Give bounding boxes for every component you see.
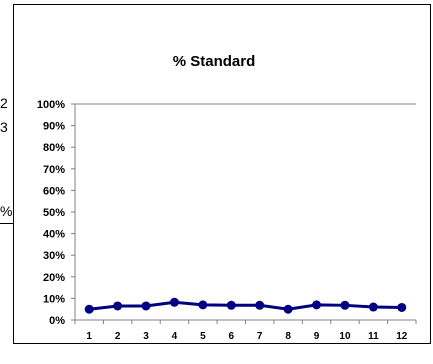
x-tick-label: 12 — [396, 331, 408, 342]
y-tick-label: 70% — [43, 164, 65, 176]
clipped-text-left-2: 3 — [0, 119, 9, 135]
data-point — [169, 297, 179, 307]
clipped-text-left-3: % — [0, 203, 14, 219]
x-tick-labels: 1 2 3 4 5 6 7 8 9 10 11 12 — [86, 331, 407, 342]
data-point — [312, 300, 322, 310]
y-tick-label: 100% — [37, 99, 65, 111]
x-tick-label: 7 — [257, 331, 263, 342]
data-point — [397, 302, 407, 312]
x-tick-label: 10 — [339, 331, 351, 342]
x-tick-label: 6 — [229, 331, 235, 342]
y-tick-labels: 0% 10% 20% 30% 40% 50% 60% 70% 80% 90% 100% — [37, 99, 65, 327]
x-tick-label: 1 — [86, 331, 92, 342]
data-point — [255, 300, 265, 310]
y-tick-label: 30% — [43, 250, 65, 262]
data-point — [283, 304, 293, 314]
x-tick-label: 8 — [285, 331, 291, 342]
data-point — [226, 300, 236, 310]
x-tick-label: 11 — [368, 331, 379, 342]
y-tick-marks — [71, 103, 75, 321]
y-tick-label: 50% — [43, 207, 65, 219]
x-tick-marks — [74, 320, 417, 324]
y-tick-label: 90% — [43, 121, 65, 133]
data-point — [141, 301, 151, 311]
data-point — [113, 301, 123, 311]
chart-title: % Standard — [173, 53, 256, 70]
clipped-text-left-1: 2 — [0, 95, 9, 111]
data-point — [198, 300, 208, 310]
series-group — [84, 297, 407, 314]
x-tick-label: 2 — [115, 331, 121, 342]
x-tick-label: 4 — [172, 331, 178, 342]
x-tick-label: 5 — [200, 331, 206, 342]
series-line — [89, 300, 402, 311]
y-tick-label: 20% — [43, 272, 65, 284]
y-tick-label: 80% — [43, 142, 65, 154]
y-tick-label: 60% — [43, 185, 65, 197]
x-tick-label: 9 — [314, 331, 320, 342]
data-point — [84, 304, 94, 314]
x-tick-label: 3 — [143, 331, 149, 342]
y-tick-label: 10% — [43, 293, 65, 305]
y-tick-label: 0% — [49, 315, 65, 327]
chart-frame — [13, 4, 431, 344]
left-divider-line — [0, 223, 13, 224]
y-tick-label: 40% — [43, 229, 65, 241]
data-point — [340, 300, 350, 310]
data-point — [368, 302, 378, 312]
